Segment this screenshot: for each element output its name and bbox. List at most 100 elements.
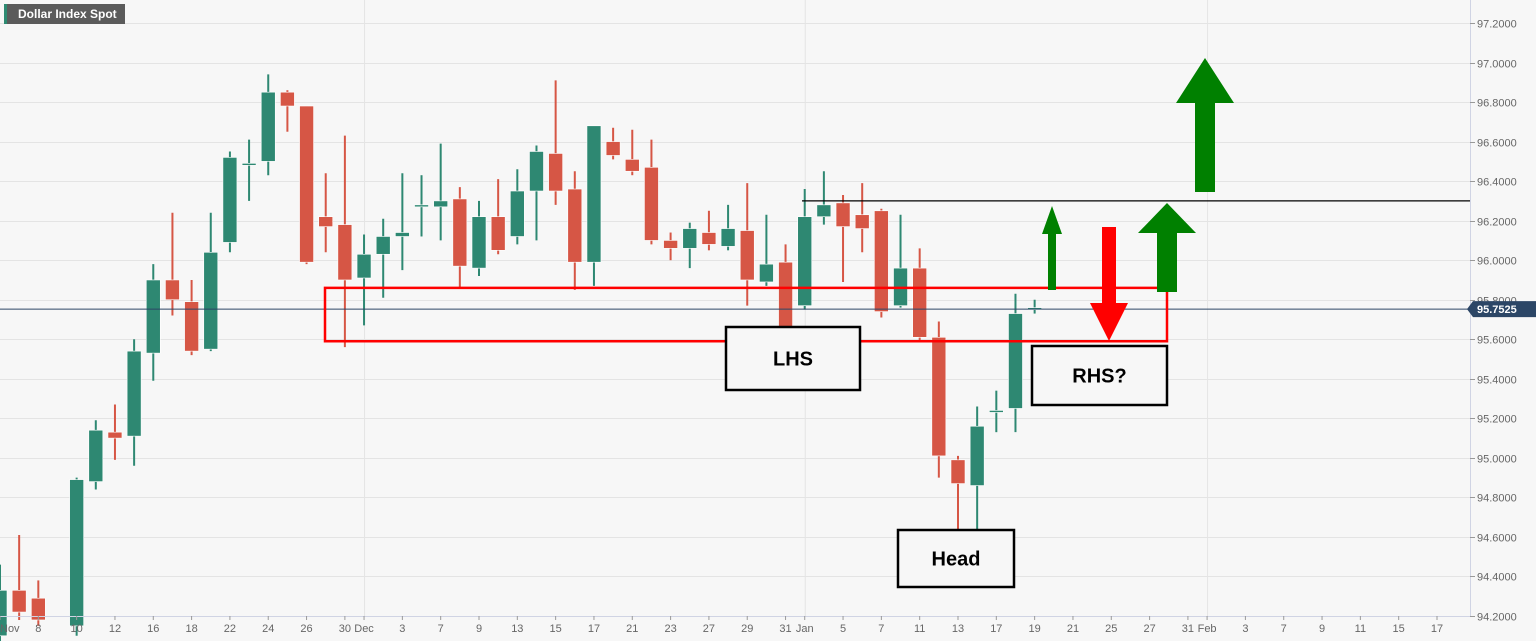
candle-bullish [222, 151, 238, 253]
candle-body [529, 151, 544, 192]
candle-bullish [69, 477, 84, 636]
candles [0, 74, 1042, 641]
current-price-value: 95.7525 [1477, 304, 1517, 316]
candle-bearish [452, 187, 468, 288]
annotations: LHS Head RHS? [0, 58, 1470, 589]
candle-body [414, 204, 429, 208]
candle-body [433, 200, 448, 208]
time-tick-label: 22 [224, 623, 236, 635]
candle-bullish [720, 204, 736, 251]
candle-bullish [989, 390, 1004, 433]
time-tick-label: 24 [262, 623, 274, 635]
plot-background [0, 0, 1470, 616]
instrument-title: Dollar Index Spot [4, 4, 125, 24]
candle-body [854, 214, 870, 229]
candle-body [567, 188, 583, 263]
candle-bullish [88, 420, 104, 490]
candle-body [375, 236, 391, 255]
candle-bullish [375, 218, 391, 298]
candle-bullish [126, 339, 142, 466]
candle-body [586, 125, 602, 263]
candle-body [452, 198, 468, 267]
price-tick-label: 95.6000 [1477, 335, 1517, 347]
arrow-up-large-icon [1176, 58, 1234, 192]
candle-body [1008, 313, 1023, 409]
time-tick-label: 29 [741, 623, 753, 635]
time-tick-label: Nov [0, 623, 20, 635]
candle-body [663, 240, 678, 249]
candle-body [471, 216, 487, 269]
candle-body [720, 228, 736, 247]
time-tick-label: 10 [71, 623, 83, 635]
time-tick-label: 27 [1143, 623, 1155, 635]
time-tick-label: Jan [796, 623, 814, 635]
candle-body [69, 479, 84, 627]
rhs-label: RHS? [1072, 366, 1126, 388]
candle-body [0, 590, 8, 637]
candle-body [510, 190, 525, 237]
candle-body [644, 166, 659, 241]
time-axis[interactable]: Nov 8 10 12 16 18 22 24 26 30 Dec 3 7 9 13 15 17 21 23 27 29… [0, 616, 1443, 635]
candle-body [989, 410, 1004, 413]
time-tick-label: 7 [1281, 623, 1287, 635]
time-tick-label: 13 [511, 623, 523, 635]
price-axis[interactable]: 94.2000 94.4000 94.6000 94.8000 95.0000 95.20… [1470, 19, 1517, 624]
price-tick-label: 96.0000 [1477, 256, 1517, 268]
candle-bullish [969, 406, 985, 530]
time-tick-label: 23 [664, 623, 676, 635]
candle-bullish [471, 200, 487, 277]
candle-bearish [854, 183, 870, 253]
time-tick-label: 5 [840, 623, 846, 635]
price-tick-label: 96.2000 [1477, 217, 1517, 229]
time-tick-label: 17 [588, 623, 600, 635]
price-tick-label: 97.2000 [1477, 19, 1517, 31]
time-tick-label: 8 [35, 623, 41, 635]
candle-body [280, 91, 295, 107]
candle-body [548, 153, 563, 192]
candle-body [356, 253, 372, 279]
time-tick-label: 31 [1182, 623, 1194, 635]
candle-bearish [835, 194, 851, 282]
candle-body [816, 204, 832, 218]
candle-body [682, 228, 698, 249]
candle-bullish [797, 189, 813, 310]
price-tick-label: 95.4000 [1477, 375, 1517, 387]
candle-body [969, 425, 985, 486]
candle-body [337, 224, 353, 281]
candle-body [241, 163, 257, 166]
time-tick-label: 15 [550, 623, 562, 635]
candle-bearish [950, 455, 966, 530]
time-tick-label: 16 [147, 623, 159, 635]
candle-body [797, 216, 813, 306]
candle-body [145, 279, 161, 354]
candle-bullish [682, 222, 698, 269]
candle-bullish [356, 234, 372, 326]
time-tick-label: 21 [626, 623, 638, 635]
candle-body [11, 590, 27, 613]
time-tick-label: 26 [300, 623, 312, 635]
candle-bullish [203, 212, 219, 352]
price-tick-label: 94.8000 [1477, 493, 1517, 505]
price-tick-label: 94.2000 [1477, 612, 1517, 624]
candle-bearish [337, 135, 353, 348]
candle-bullish [816, 171, 832, 225]
candle-bullish [241, 139, 257, 201]
candle-body [490, 216, 506, 251]
candle-bearish [280, 90, 295, 132]
time-tick-label: 11 [1355, 623, 1366, 635]
time-tick-label: 21 [1067, 623, 1079, 635]
time-tick-label: 17 [990, 623, 1002, 635]
candle-bearish [663, 232, 678, 261]
lhs-label: LHS [773, 349, 813, 371]
time-tick-label: 19 [1029, 623, 1041, 635]
candle-bearish [490, 179, 506, 255]
candle-bullish [145, 264, 161, 381]
time-tick-label: 27 [703, 623, 715, 635]
arrow-up-medium-icon [1138, 203, 1196, 292]
lhs-box [724, 325, 862, 392]
candle-body [912, 267, 927, 338]
candle-bullish [1008, 293, 1023, 433]
candle-bearish [739, 183, 755, 306]
arrow-up-small-icon [1042, 206, 1062, 290]
